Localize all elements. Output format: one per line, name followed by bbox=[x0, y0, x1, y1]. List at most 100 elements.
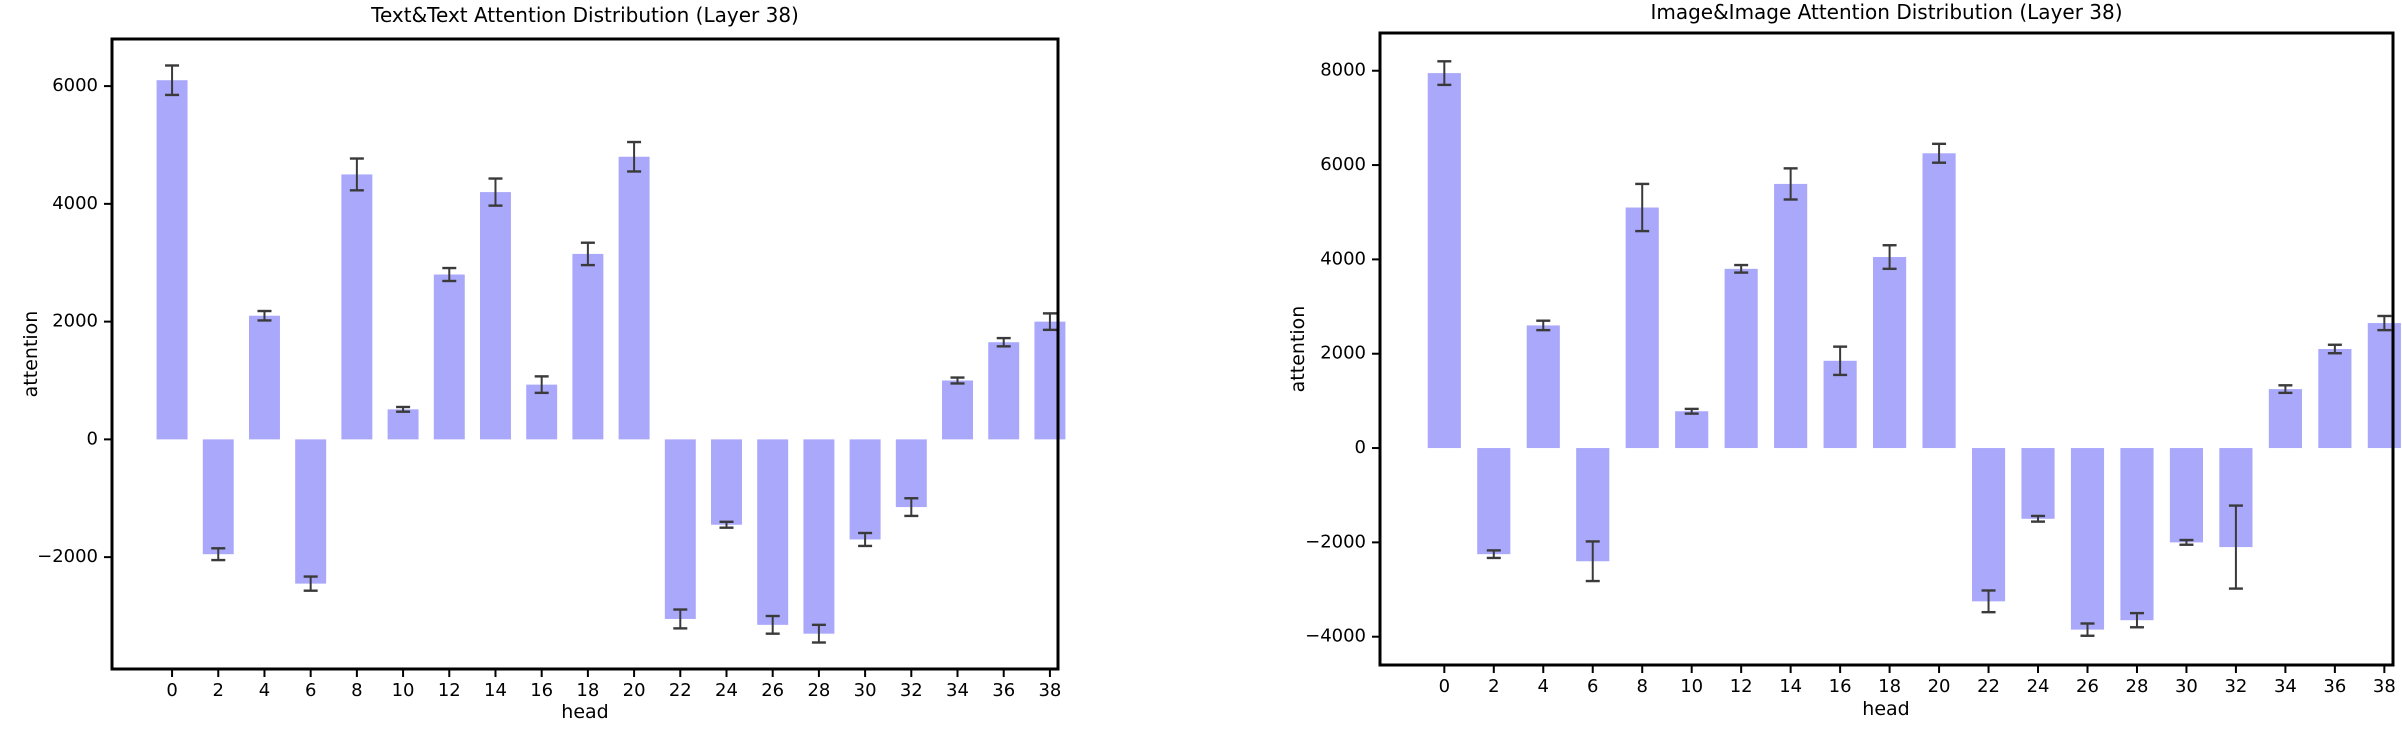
x-tick-label-6: 6 bbox=[305, 680, 316, 701]
x-tick-label-18: 18 bbox=[1878, 676, 1901, 697]
x-tick-label-4: 4 bbox=[1538, 676, 1549, 697]
plot-frame bbox=[1378, 31, 2395, 667]
x-tick-label-32: 32 bbox=[900, 680, 923, 701]
bar-head-10 bbox=[1675, 411, 1709, 449]
x-tick-label-22: 22 bbox=[669, 680, 692, 701]
bar-head-18 bbox=[572, 253, 604, 440]
chart-image-image-attention: 8000 6000 4000 2000 0 −2000 −4000 0 2 4 6 8 10 12 14 16… bbox=[1200, 0, 2402, 734]
bar-head-28 bbox=[803, 439, 835, 634]
bar-head-18 bbox=[1873, 257, 1907, 449]
bar-head-24 bbox=[2021, 448, 2055, 519]
y-tick-label--2000: −2000 bbox=[37, 546, 98, 567]
x-tick-label-6: 6 bbox=[1587, 676, 1598, 697]
bar-head-38 bbox=[2367, 323, 2401, 449]
y-tick-label-6000: 6000 bbox=[52, 75, 98, 96]
bar-head-36 bbox=[988, 342, 1020, 440]
x-tick-label-12: 12 bbox=[438, 680, 461, 701]
bar-head-26 bbox=[2070, 448, 2105, 630]
x-axis-label: head bbox=[1862, 698, 1910, 720]
chart-text-text-attention: 6000 4000 2000 0 −2000 0 2 4 6 8 10 12 14 16 18 20 22 24 2… bbox=[0, 0, 1100, 734]
plot-frame bbox=[110, 37, 1060, 671]
x-tick-label-36: 36 bbox=[2323, 676, 2346, 697]
bar-head-12 bbox=[433, 274, 465, 440]
x-tick-label-28: 28 bbox=[2126, 676, 2149, 697]
chart-title: Text&Text Attention Distribution (Layer … bbox=[371, 3, 799, 27]
bar-head-22 bbox=[1971, 448, 2006, 602]
x-tick-label-8: 8 bbox=[1636, 676, 1647, 697]
x-tick-label-20: 20 bbox=[1928, 676, 1951, 697]
x-tick-label-36: 36 bbox=[992, 680, 1015, 701]
x-tick-label-24: 24 bbox=[2027, 676, 2050, 697]
y-tick-label-2000: 2000 bbox=[1320, 343, 1366, 364]
y-tick-label-0: 0 bbox=[87, 428, 98, 449]
y-tick-label--4000: −4000 bbox=[1305, 626, 1366, 647]
x-tick-label-26: 26 bbox=[2076, 676, 2099, 697]
y-tick-label-2000: 2000 bbox=[52, 311, 98, 332]
x-tick-label-12: 12 bbox=[1730, 676, 1753, 697]
x-tick-label-2: 2 bbox=[1488, 676, 1499, 697]
bar-head-6 bbox=[295, 439, 327, 584]
y-tick-label-0: 0 bbox=[1355, 437, 1366, 458]
bar-head-32 bbox=[895, 439, 927, 508]
bar-head-12 bbox=[1724, 268, 1758, 449]
x-tick-label-8: 8 bbox=[351, 680, 362, 701]
bar-head-28 bbox=[2120, 448, 2154, 621]
bar-head-8 bbox=[341, 174, 373, 440]
bar-head-30 bbox=[2169, 448, 2204, 543]
bar-head-26 bbox=[757, 439, 789, 625]
x-tick-label-30: 30 bbox=[854, 680, 877, 701]
bar-head-8 bbox=[1625, 207, 1659, 449]
x-tick-label-18: 18 bbox=[576, 680, 599, 701]
bar-head-4 bbox=[248, 315, 280, 440]
bar-head-34 bbox=[2268, 389, 2302, 449]
x-tick-label-26: 26 bbox=[761, 680, 784, 701]
x-tick-label-34: 34 bbox=[946, 680, 969, 701]
y-tick-label-4000: 4000 bbox=[1320, 248, 1366, 269]
y-axis-label: attention bbox=[20, 310, 42, 398]
y-tick-label--2000: −2000 bbox=[1305, 531, 1366, 552]
x-tick-label-0: 0 bbox=[1439, 676, 1450, 697]
bar-head-0 bbox=[1427, 73, 1461, 449]
bar-head-10 bbox=[387, 409, 419, 440]
x-tick-label-32: 32 bbox=[2224, 676, 2247, 697]
x-tick-label-30: 30 bbox=[2175, 676, 2198, 697]
y-tick-label-6000: 6000 bbox=[1320, 154, 1366, 175]
x-tick-label-38: 38 bbox=[2373, 676, 2396, 697]
bar-head-20 bbox=[1922, 153, 1956, 449]
bar-head-24 bbox=[711, 439, 742, 525]
bar-head-0 bbox=[156, 80, 188, 440]
y-tick-label-4000: 4000 bbox=[52, 193, 98, 214]
x-tick-label-34: 34 bbox=[2274, 676, 2297, 697]
bar-head-14 bbox=[480, 192, 511, 440]
x-tick-label-14: 14 bbox=[1779, 676, 1802, 697]
x-tick-label-38: 38 bbox=[1038, 680, 1061, 701]
bar-head-2 bbox=[1477, 448, 1511, 555]
chart-title: Image&Image Attention Distribution (Laye… bbox=[1650, 0, 2123, 24]
x-tick-label-20: 20 bbox=[623, 680, 646, 701]
x-tick-label-10: 10 bbox=[1680, 676, 1703, 697]
x-axis-label: head bbox=[561, 701, 609, 723]
x-tick-label-16: 16 bbox=[1829, 676, 1852, 697]
bar-head-20 bbox=[618, 156, 650, 440]
bar-head-30 bbox=[849, 439, 881, 540]
x-tick-label-10: 10 bbox=[392, 680, 415, 701]
x-tick-label-22: 22 bbox=[1977, 676, 2000, 697]
x-tick-label-24: 24 bbox=[715, 680, 738, 701]
x-tick-label-14: 14 bbox=[484, 680, 507, 701]
x-tick-label-16: 16 bbox=[530, 680, 553, 701]
x-tick-label-2: 2 bbox=[213, 680, 224, 701]
bar-head-2 bbox=[202, 439, 234, 555]
bar-head-4 bbox=[1526, 325, 1560, 449]
bar-head-34 bbox=[942, 380, 973, 440]
x-tick-label-0: 0 bbox=[166, 680, 177, 701]
x-tick-label-4: 4 bbox=[259, 680, 270, 701]
y-axis-label: attention bbox=[1287, 305, 1309, 393]
bar-head-38 bbox=[1034, 321, 1066, 440]
x-tick-label-28: 28 bbox=[807, 680, 830, 701]
y-tick-label-8000: 8000 bbox=[1320, 60, 1366, 81]
bar-head-22 bbox=[664, 439, 696, 619]
bar-head-14 bbox=[1774, 183, 1808, 449]
